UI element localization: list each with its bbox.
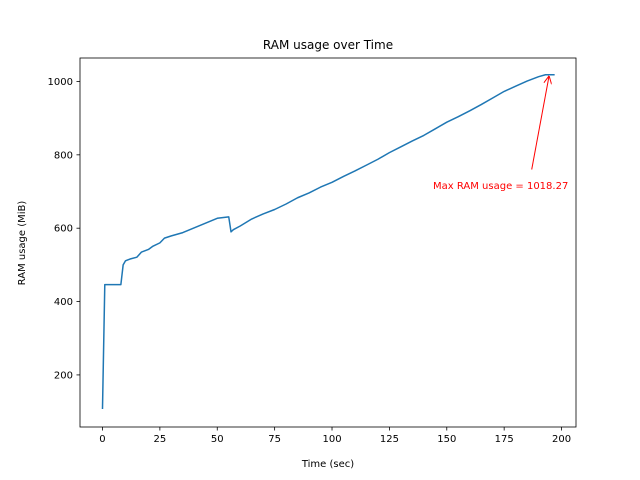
series-line: [101, 74, 555, 410]
x-tick-label-0: 0: [99, 434, 105, 445]
x-axis-label: Time (sec): [301, 459, 354, 470]
axes-frame: [79, 57, 577, 428]
y-tick-label-600: 600: [54, 224, 73, 235]
y-tick-label-200: 200: [54, 370, 73, 381]
chart-title: RAM usage over Time: [263, 38, 393, 52]
y-tick-label-1000: 1000: [48, 77, 73, 88]
x-tick-label-200: 200: [552, 434, 571, 445]
y-tick-label-400: 400: [54, 297, 73, 308]
annotation-label: Max RAM usage = 1018.27: [433, 181, 568, 192]
x-tick-label-175: 175: [495, 434, 514, 445]
x-tick-label-125: 125: [380, 434, 399, 445]
plot-area: 0 25 50 75 100 125 150 175 200 200 400 600 800 1000 Ma…: [48, 57, 577, 445]
y-tick-label-800: 800: [54, 150, 73, 161]
x-tick-label-50: 50: [211, 434, 224, 445]
x-tick-label-100: 100: [322, 434, 341, 445]
annotation-arrow: [531, 77, 549, 170]
y-axis-label: RAM usage (MiB): [17, 201, 28, 286]
x-tick-label-150: 150: [437, 434, 456, 445]
x-tick-label-75: 75: [268, 434, 281, 445]
x-tick-label-25: 25: [154, 434, 167, 445]
